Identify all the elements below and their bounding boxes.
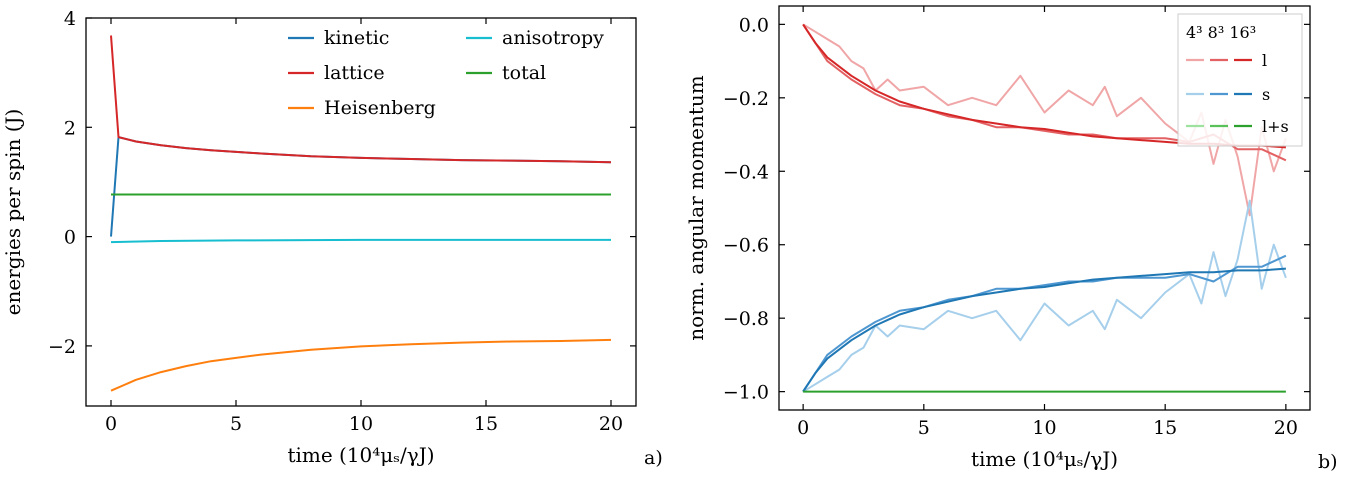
chart-a-y-axis-label: energies per spin (J)	[1, 109, 25, 316]
chart-a-series-group	[110, 35, 612, 392]
chart-b-legend-box	[1177, 13, 1303, 147]
chart-a-series-line-0	[110, 136, 612, 237]
chart-a-legend-entry: kinetic	[324, 27, 389, 49]
chart-a-legend-entry: lattice	[324, 62, 385, 84]
chart-a-legend-entry: total	[502, 62, 546, 84]
chart-a-y-tick-label: 0	[64, 227, 76, 249]
chart-a-panel-label: a)	[644, 447, 663, 469]
chart-b: 0 5 10 15 20 −1.0 −0.8 −0.6 −0.4 −0.2 0.0 4³ 8³ 16…	[684, 5, 1338, 473]
chart-a-x-tick-label: 0	[105, 413, 117, 435]
chart-a-x-tick-label: 10	[349, 413, 373, 435]
chart-b-x-tick-label: 10	[1032, 417, 1056, 439]
chart-b-y-tick-label: −0.6	[723, 235, 769, 257]
chart-b-y-axis-label: norm. angular momentum	[684, 75, 708, 340]
chart-b-y-tick-label: −1.0	[723, 382, 769, 404]
chart-b-series-line-4	[802, 254, 1287, 393]
chart-a-legend: kinetic lattice Heisenberg anisotropy total	[288, 27, 604, 119]
chart-b-x-tick-label: 20	[1274, 417, 1298, 439]
chart-a-y-tick-label: 4	[64, 8, 76, 30]
chart-a-legend-entry: anisotropy	[502, 27, 604, 49]
chart-a-x-tick-label: 20	[599, 413, 623, 435]
chart-a-series-line-1	[110, 35, 612, 164]
chart-b-x-tick-label: 0	[797, 417, 809, 439]
chart-b-x-tick-label: 5	[918, 417, 930, 439]
chart-a-x-tick-label: 15	[474, 413, 498, 435]
chart-a-y-tick-label: 2	[64, 117, 76, 139]
chart-a-x-axis-label: time (10⁴μₛ/γJ)	[287, 443, 434, 467]
chart-b-legend-entry: l	[1262, 51, 1267, 70]
chart-a-legend-entry: Heisenberg	[324, 97, 436, 119]
chart-b-y-tick-label: −0.8	[723, 308, 769, 330]
chart-b-legend-entry: l+s	[1262, 117, 1289, 136]
chart-b-ticks: 0 5 10 15 20 −1.0 −0.8 −0.6 −0.4 −0.2 0.0	[723, 6, 1310, 439]
chart-a-series-line-3	[110, 238, 611, 244]
chart-a: 0 5 10 15 20 −2 0 2 4 kinetic lattice Heisenberg an…	[1, 8, 663, 469]
chart-a-series-line-2	[110, 338, 612, 392]
chart-b-legend-header: 4³ 8³ 16³	[1186, 23, 1256, 42]
chart-b-x-axis-label: time (10⁴μₛ/γJ)	[971, 447, 1118, 471]
chart-a-ticks: 0 5 10 15 20 −2 0 2 4	[48, 8, 636, 435]
chart-b-panel-label: b)	[1318, 451, 1338, 473]
chart-b-series-line-3	[802, 199, 1287, 393]
chart-a-x-tick-label: 5	[230, 413, 242, 435]
chart-b-y-tick-label: 0.0	[739, 14, 769, 36]
chart-b-x-tick-label: 15	[1153, 417, 1177, 439]
chart-b-y-tick-label: −0.2	[723, 88, 769, 110]
chart-a-y-tick-label: −2	[48, 336, 76, 358]
chart-b-legend-entry: s	[1262, 85, 1270, 104]
chart-b-legend: 4³ 8³ 16³ ls l+s	[1177, 13, 1303, 147]
chart-b-y-tick-label: −0.4	[723, 161, 769, 183]
chart-b-series-line-5	[802, 267, 1286, 393]
